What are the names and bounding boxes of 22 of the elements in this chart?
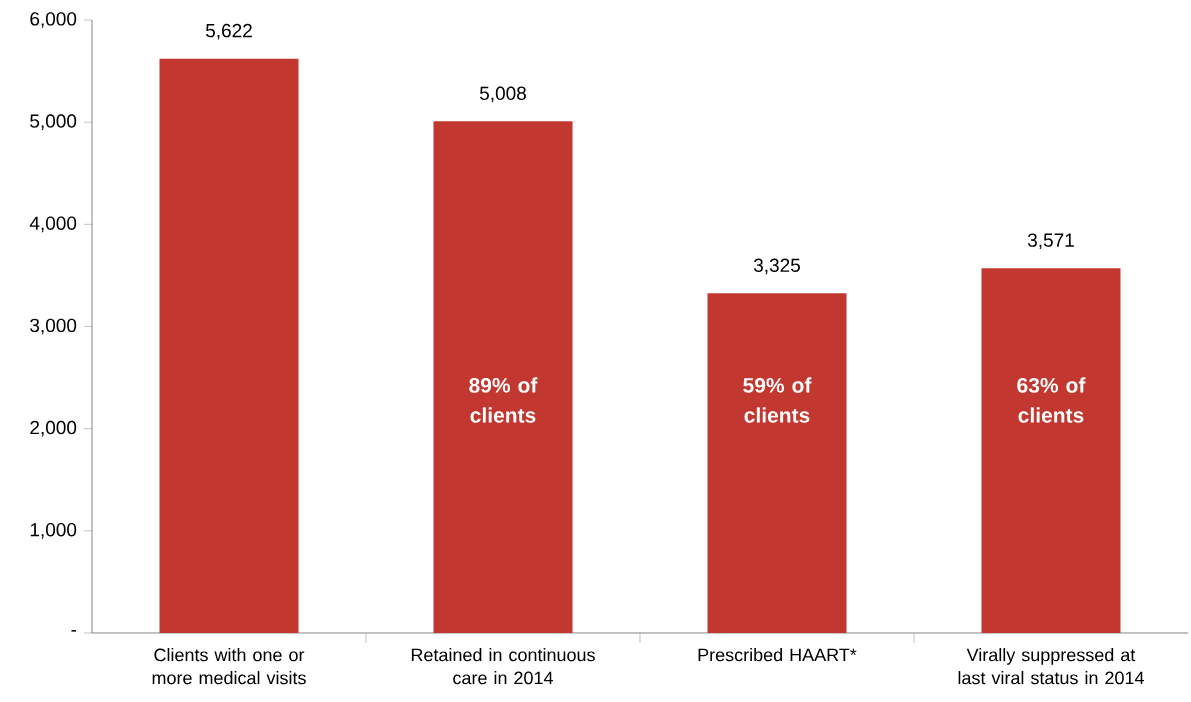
- data-label: 5,008: [479, 86, 526, 103]
- y-tick-label: 3,000: [30, 318, 77, 335]
- bar: [433, 121, 573, 633]
- x-tick-label: Prescribed HAART*: [698, 648, 857, 662]
- y-tick-label: 1,000: [30, 522, 77, 539]
- y-tick-label: 4,000: [29, 216, 77, 233]
- bar: [707, 293, 847, 633]
- annotation: 89% of clients: [469, 377, 538, 423]
- x-tick-label: Clients with one or more medical visits: [152, 648, 306, 685]
- bar: [981, 268, 1121, 633]
- annotation: 59% of clients: [743, 377, 812, 423]
- data-label: 3,571: [1027, 233, 1074, 250]
- data-label: 3,325: [753, 258, 800, 275]
- data-label: 5,622: [205, 23, 252, 40]
- x-tick-label: Virally suppressed at last viral status in 2014: [958, 648, 1144, 685]
- bar: [159, 58, 299, 633]
- y-tick-label: 2,000: [30, 420, 77, 437]
- y-tick-label: 5,000: [30, 114, 77, 131]
- annotation: 63% of clients: [1017, 377, 1086, 423]
- x-tick-label: Retained in continuous care in 2014: [411, 648, 595, 685]
- y-tick-label: 6,000: [30, 12, 77, 28]
- y-tick-label: -: [71, 630, 77, 632]
